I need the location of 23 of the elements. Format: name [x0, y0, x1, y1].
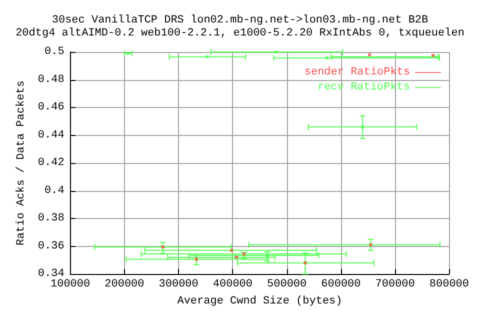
y-tick-label: 0.36: [38, 240, 64, 252]
x-tick-label: 700000: [375, 278, 415, 290]
x-axis-title: Average Cwnd Size (bytes): [177, 296, 342, 308]
y-tick-label: 0.5: [44, 46, 64, 58]
legend-label: recv RatioPkts: [318, 82, 410, 94]
x-tick-label: 100000: [50, 278, 90, 290]
chart-subtitle: 20dtg4 altAIMD-0.2 web100-2.2.1, e1000-5.2.20 RxIntAbs 0, txqueuelen: [16, 28, 464, 40]
y-tick-label: 0.4: [44, 184, 65, 197]
x-tick-label: 500000: [267, 278, 307, 290]
y-tick-label: 0.44: [38, 129, 65, 142]
x-tick-label: 300000: [158, 278, 198, 290]
x-tick-label: 800000: [429, 278, 469, 290]
chart-title: 30sec VanillaTCP DRS lon02.mb-ng.net->lon03.mb-ng.net B2B: [52, 14, 429, 26]
y-tick-label: 0.42: [38, 157, 64, 169]
y-tick-label: 0.38: [38, 212, 64, 224]
x-tick-label: 400000: [212, 278, 252, 290]
x-tick-label: 600000: [321, 278, 361, 290]
y-axis-title: Ratio Acks / Data Packets: [16, 80, 28, 246]
x-tick-label: 200000: [104, 278, 144, 290]
y-tick-label: 0.34: [38, 268, 65, 280]
legend-label: sender RatioPkts: [304, 66, 410, 78]
y-tick-label: 0.48: [38, 74, 64, 86]
y-tick-label: 0.46: [38, 102, 64, 114]
